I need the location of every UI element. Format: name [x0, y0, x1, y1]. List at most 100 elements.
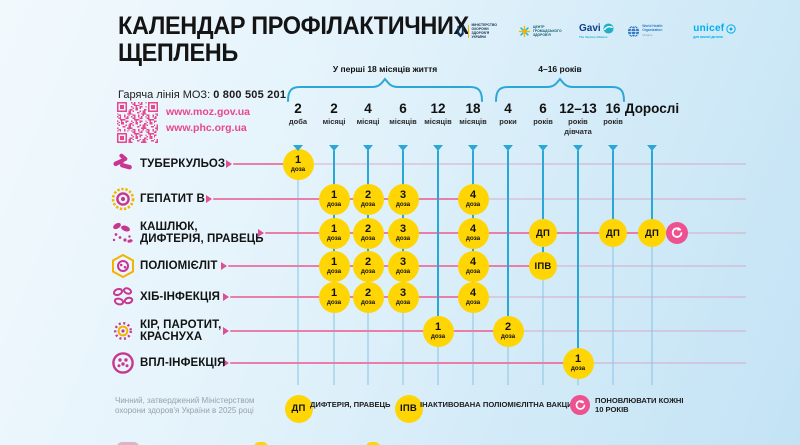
dose-badge: 1 доза — [422, 315, 454, 347]
column-age-header: 2 місяці — [322, 101, 346, 126]
dose-badge: ДП — [529, 219, 557, 247]
column-gridline — [507, 331, 509, 385]
gavi-logo-text: Gavi — [579, 23, 601, 34]
gavi-globe-icon — [603, 23, 614, 34]
row-gridline — [508, 330, 746, 332]
trident-icon — [457, 25, 464, 37]
column-age-header: 6 років — [533, 101, 553, 126]
moz-url: www.moz.gov.ua — [166, 106, 251, 118]
column-pin-icon — [503, 145, 513, 151]
dose-badge: 4 доза — [457, 217, 489, 249]
unicef-logo-text: unicef — [693, 22, 725, 34]
phc-logo: Центр громадського здоров'я — [518, 25, 567, 38]
row-arrow-icon — [206, 194, 212, 203]
column-pin-icon — [573, 145, 583, 151]
vaccine-row-line — [233, 162, 298, 166]
website-links: www.moz.gov.ua www.phc.org.ua — [166, 105, 250, 137]
row-arrow-icon — [223, 326, 229, 335]
polio-icon — [110, 253, 136, 279]
dose-badge: 1 доза — [318, 217, 350, 249]
column-timeline-line — [611, 150, 615, 233]
vaccine-row-label: ХІБ-ІНФЕКЦІЯ — [140, 291, 221, 304]
column-timeline-line — [576, 150, 580, 363]
column-pin-icon — [329, 145, 339, 151]
legend-label: ПОНОВЛЮВАТИ КОЖНІ 10 РОКІВ — [595, 395, 684, 414]
dose-badge: 1 доза — [318, 281, 350, 313]
legend-badge: ІПВ — [394, 394, 423, 423]
column-timeline-line — [541, 150, 545, 266]
tuberculosis-icon — [110, 151, 136, 177]
column-gridline — [542, 266, 544, 385]
column-timeline-line — [506, 150, 510, 331]
row-arrow-icon — [258, 228, 264, 237]
snowflake-icon — [518, 25, 530, 37]
column-age-header: 6 місяців — [389, 101, 417, 126]
pertussis-diphtheria-tetanus-icon — [110, 220, 136, 246]
dose-badge: 1 доза — [562, 347, 594, 379]
dose-badge: 4 доза — [457, 183, 489, 215]
column-age-header: 16 років — [603, 101, 623, 126]
unicef-emblem-icon — [726, 23, 737, 34]
page-title: КАЛЕНДАР ПРОФІЛАКТИЧНИХ ЩЕПЛЕНЬ — [118, 12, 469, 67]
vaccine-row-line — [230, 361, 578, 365]
column-age-header: 12 місяців — [424, 101, 452, 126]
column-pin-icon — [647, 145, 657, 151]
who-logo-text: World Health Organization — [642, 24, 663, 32]
hotline-number: 0 800 505 201 — [213, 89, 287, 101]
column-pin-icon — [608, 145, 618, 151]
qr-code — [117, 102, 158, 143]
row-arrow-icon — [223, 358, 229, 367]
cutoff-artifact — [254, 442, 268, 445]
divider — [467, 24, 469, 38]
legend-badge: ДП — [284, 394, 313, 423]
who-globe-icon — [627, 25, 639, 37]
column-gridline — [333, 297, 335, 385]
age-group-label: У перші 18 місяців життя — [332, 64, 438, 74]
row-gridline — [298, 163, 746, 165]
column-pin-icon — [538, 145, 548, 151]
dose-badge: 1 доза — [318, 183, 350, 215]
partner-logos: Міністерство охорони здоров'я України Це… — [456, 19, 737, 43]
column-gridline — [612, 233, 614, 385]
column-gridline — [402, 297, 404, 385]
phc-url: www.phc.org.ua — [166, 121, 247, 134]
column-gridline — [651, 233, 653, 385]
vaccine-row-label: КІР, ПАРОТИТ, КРАСНУХА — [140, 319, 222, 344]
who-logo: World Health Organization Ukraine — [627, 24, 681, 38]
legend-label: ІНАКТИВОВАНА ПОЛІОМІЄЛІТНА ВАКЦИНА — [420, 400, 584, 410]
dose-badge: 2 доза — [352, 281, 384, 313]
row-gridline — [473, 198, 746, 200]
vaccine-row-line — [228, 264, 543, 268]
hib-icon — [110, 284, 136, 310]
vaccine-row-line — [230, 329, 508, 333]
column-age-header: 4 роки — [499, 101, 517, 126]
column-gridline — [472, 297, 474, 385]
row-arrow-icon — [223, 292, 229, 301]
legend-renewal-icon — [570, 395, 590, 415]
phc-logo-text: Центр громадського здоров'я — [533, 24, 562, 38]
dose-badge: 3 доза — [387, 250, 419, 282]
dose-badge: 3 доза — [387, 183, 419, 215]
column-pin-icon — [433, 145, 443, 151]
vaccine-row-line — [230, 295, 473, 299]
column-age-header: 18 місяців — [459, 101, 487, 126]
gavi-sub-text: The Vaccine Alliance — [579, 35, 608, 39]
column-age-header: 12–13 років дівчата — [559, 101, 597, 136]
vaccine-row-label: ВПЛ-ІНФЕКЦІЯ — [140, 357, 226, 370]
age-group-brace — [495, 77, 625, 102]
vaccine-row-label: ПОЛІОМІЄЛІТ — [140, 260, 218, 273]
dose-badge: 2 доза — [352, 250, 384, 282]
column-pin-icon — [468, 145, 478, 151]
column-age-header: 4 місяці — [356, 101, 380, 126]
dose-badge: 3 доза — [387, 217, 419, 249]
row-arrow-icon — [221, 261, 227, 270]
row-gridline — [473, 296, 746, 298]
age-group-brace — [287, 77, 483, 102]
row-gridline — [648, 232, 746, 234]
row-arrow-icon — [226, 159, 232, 168]
dose-badge: 2 доза — [492, 315, 524, 347]
unicef-sub-text: для кожної дитини — [693, 34, 723, 39]
hepatitis-b-icon — [110, 186, 136, 212]
column-gridline — [297, 164, 299, 385]
